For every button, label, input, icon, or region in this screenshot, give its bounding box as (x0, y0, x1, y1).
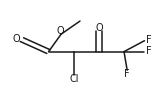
Text: F: F (146, 35, 152, 45)
Text: O: O (56, 26, 64, 36)
Text: O: O (95, 23, 103, 33)
Text: F: F (124, 69, 129, 79)
Text: O: O (12, 33, 20, 44)
Text: Cl: Cl (70, 74, 79, 84)
Text: F: F (146, 46, 152, 56)
